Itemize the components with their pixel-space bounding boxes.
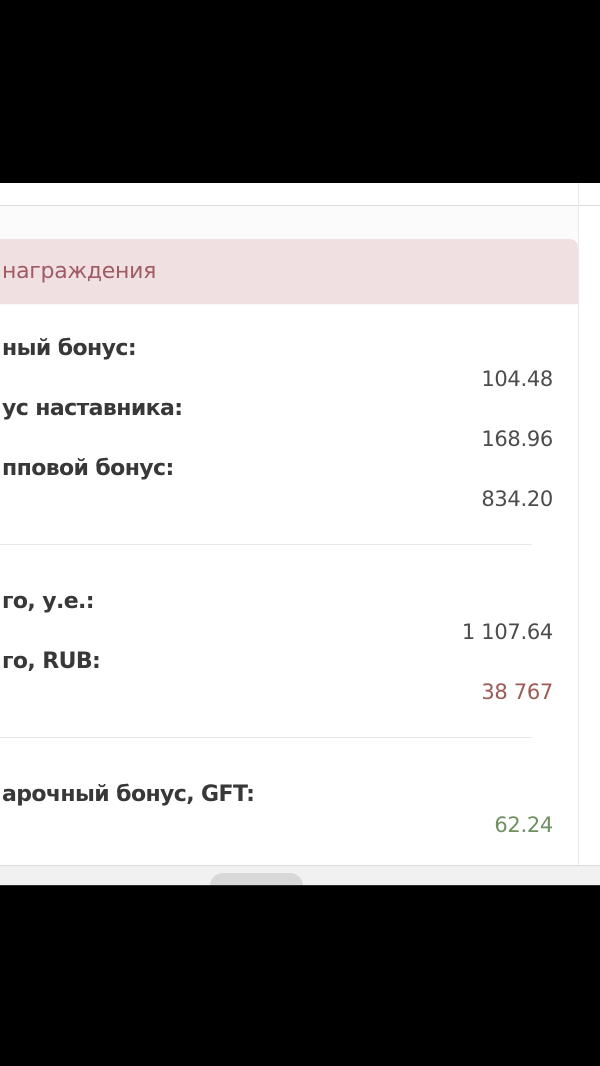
bottom-strip xyxy=(0,865,600,885)
rewards-rows: ный бонус: 104.48 ус наставника: 168.96 ппов… xyxy=(0,304,578,840)
table-row: арочный бонус, GFT: 62.24 xyxy=(0,780,553,840)
row-value: 168.96 xyxy=(481,427,553,451)
row-label: арочный бонус, GFT: xyxy=(2,782,255,807)
row-value: 1 107.64 xyxy=(461,620,553,644)
row-value: 38 767 xyxy=(481,680,553,704)
row-label: ный бонус: xyxy=(2,336,137,361)
table-row: го, RUB: 38 767 xyxy=(0,647,553,707)
top-letterbox xyxy=(0,0,600,184)
row-label: го, RUB: xyxy=(2,649,101,674)
row-value: 62.24 xyxy=(494,813,553,837)
table-row: пповой бонус: 834.20 xyxy=(0,454,553,514)
previous-card-bottom xyxy=(0,183,600,206)
section-divider xyxy=(0,544,532,545)
page-viewport: награждения ный бонус: 104.48 ус наставник… xyxy=(0,183,600,885)
page-gap xyxy=(0,206,578,239)
row-label: пповой бонус: xyxy=(2,456,174,481)
card-right-border xyxy=(578,183,579,865)
scroll-handle[interactable] xyxy=(210,873,303,885)
table-row: ный бонус: 104.48 xyxy=(0,334,553,394)
row-value: 834.20 xyxy=(481,487,553,511)
table-row: го, у.е.: 1 107.64 xyxy=(0,587,553,647)
table-row: ус наставника: 168.96 xyxy=(0,394,553,454)
bottom-letterbox xyxy=(0,885,600,1066)
section-divider xyxy=(0,737,532,738)
rewards-card: награждения ный бонус: 104.48 ус наставник… xyxy=(0,239,578,840)
row-label: го, у.е.: xyxy=(2,589,95,614)
row-label: ус наставника: xyxy=(2,396,183,421)
row-value: 104.48 xyxy=(481,367,553,391)
rewards-card-header: награждения xyxy=(0,239,578,304)
rewards-card-title: награждения xyxy=(2,259,157,284)
